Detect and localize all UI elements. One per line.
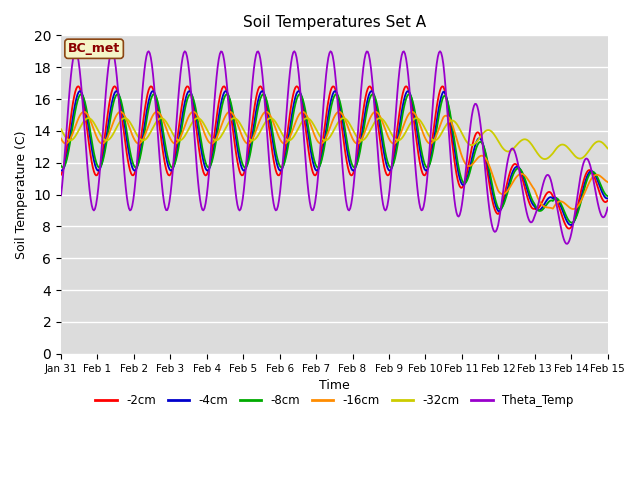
-32cm <box>604 145 611 151</box>
-16cm <box>354 141 362 146</box>
-16cm <box>570 206 577 212</box>
-2cm <box>593 181 600 187</box>
-2cm <box>257 84 264 89</box>
-2cm <box>566 226 573 231</box>
Line: -2cm: -2cm <box>61 86 607 228</box>
-2cm <box>506 169 514 175</box>
-2cm <box>57 172 65 178</box>
-32cm <box>321 138 329 144</box>
Line: -4cm: -4cm <box>61 91 607 225</box>
-8cm <box>318 157 326 163</box>
-16cm <box>57 136 65 142</box>
-16cm <box>383 132 391 138</box>
-32cm <box>57 126 65 132</box>
-16cm <box>318 141 326 146</box>
-4cm <box>321 134 329 140</box>
-4cm <box>566 222 574 228</box>
-8cm <box>186 91 194 97</box>
-4cm <box>57 168 65 173</box>
-8cm <box>506 180 514 186</box>
-2cm <box>604 198 611 204</box>
Theta_Temp <box>383 206 390 212</box>
-32cm <box>506 148 514 154</box>
Title: Soil Temperatures Set A: Soil Temperatures Set A <box>243 15 426 30</box>
Line: -32cm: -32cm <box>61 118 607 159</box>
Theta_Temp <box>593 195 600 201</box>
-8cm <box>604 193 611 199</box>
-4cm <box>186 88 193 94</box>
-32cm <box>541 156 549 162</box>
-2cm <box>354 148 362 154</box>
-16cm <box>321 137 329 143</box>
-2cm <box>321 121 329 127</box>
-32cm <box>354 135 362 141</box>
Line: -8cm: -8cm <box>61 94 607 223</box>
Theta_Temp <box>317 141 324 146</box>
-16cm <box>604 179 611 185</box>
-8cm <box>383 159 391 165</box>
Theta_Temp <box>563 241 571 247</box>
Legend: -2cm, -4cm, -8cm, -16cm, -32cm, Theta_Temp: -2cm, -4cm, -8cm, -16cm, -32cm, Theta_Te… <box>91 389 578 411</box>
-32cm <box>383 123 391 129</box>
-16cm <box>593 172 600 178</box>
-16cm <box>226 109 234 115</box>
-8cm <box>321 141 329 146</box>
-2cm <box>383 172 391 178</box>
Line: Theta_Temp: Theta_Temp <box>61 51 607 244</box>
-8cm <box>593 173 600 179</box>
-32cm <box>318 135 326 141</box>
-8cm <box>568 220 575 226</box>
-8cm <box>57 163 65 168</box>
-4cm <box>383 165 391 170</box>
Theta_Temp <box>57 192 65 198</box>
Theta_Temp <box>353 145 360 151</box>
-32cm <box>230 115 238 121</box>
-16cm <box>506 184 514 190</box>
Theta_Temp <box>604 205 611 211</box>
Text: BC_met: BC_met <box>68 42 120 55</box>
-4cm <box>318 155 326 160</box>
-4cm <box>604 195 611 201</box>
-4cm <box>354 156 362 162</box>
Line: -16cm: -16cm <box>61 112 607 209</box>
X-axis label: Time: Time <box>319 379 349 392</box>
-32cm <box>593 139 600 145</box>
Theta_Temp <box>320 96 328 102</box>
Y-axis label: Soil Temperature (C): Soil Temperature (C) <box>15 130 28 259</box>
-4cm <box>506 177 514 182</box>
Theta_Temp <box>506 148 514 154</box>
-8cm <box>354 158 362 164</box>
-2cm <box>318 146 326 152</box>
Theta_Temp <box>436 48 444 54</box>
-4cm <box>593 175 600 181</box>
